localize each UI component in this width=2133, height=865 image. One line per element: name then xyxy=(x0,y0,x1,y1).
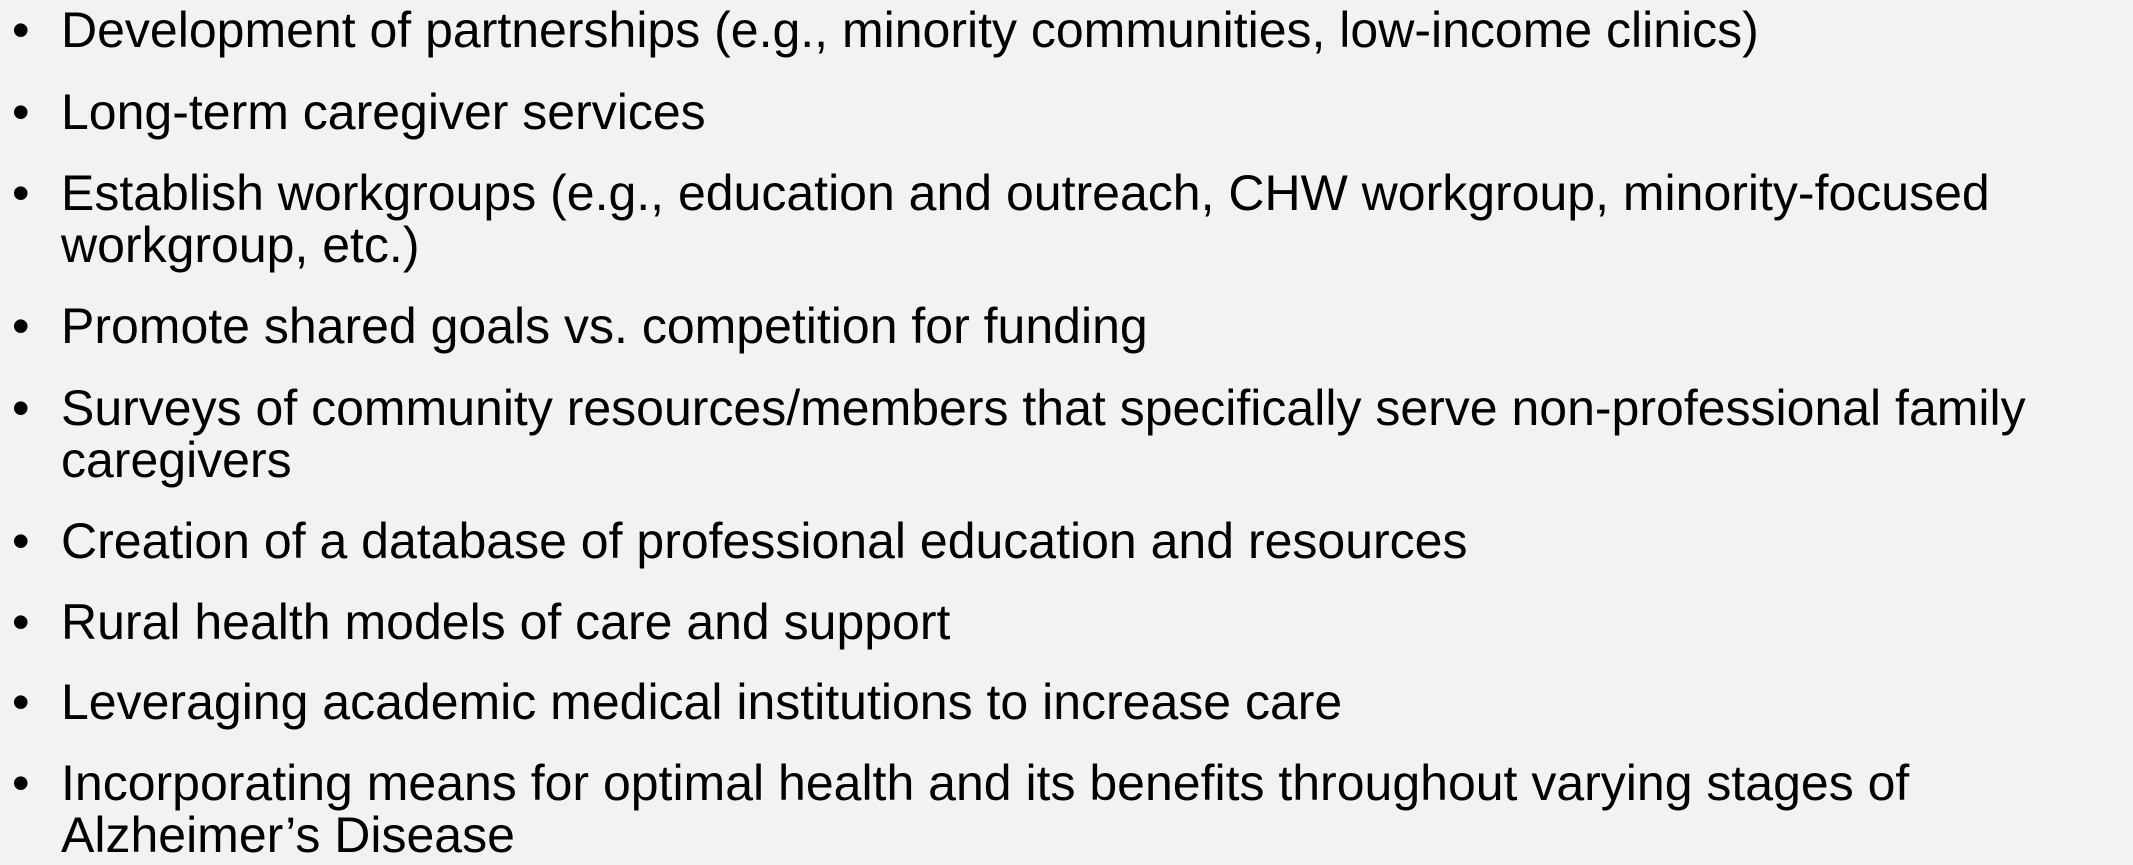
list-item: Surveys of community resources/members t… xyxy=(61,380,2026,488)
list-item: Development of partnerships (e.g., minor… xyxy=(61,2,1759,58)
list-item: Establish workgroups (e.g., education an… xyxy=(61,165,1990,273)
bullet: • xyxy=(12,594,30,650)
bullet: • xyxy=(12,165,30,221)
bullet: • xyxy=(12,2,30,58)
list-item: Leveraging academic medical institutions… xyxy=(61,674,1343,730)
list-item: Long-term caregiver services xyxy=(61,84,706,140)
bullet: • xyxy=(12,513,30,569)
list-item: Rural health models of care and support xyxy=(61,594,951,650)
list-item: Incorporating means for optimal health a… xyxy=(61,755,1910,863)
list-item: Promote shared goals vs. competition for… xyxy=(61,298,1148,354)
bullet: • xyxy=(12,755,30,811)
bullet: • xyxy=(12,380,30,436)
bullet: • xyxy=(12,298,30,354)
bullet: • xyxy=(12,84,30,140)
bullet: • xyxy=(12,674,30,730)
list-item: Creation of a database of professional e… xyxy=(61,513,1468,569)
